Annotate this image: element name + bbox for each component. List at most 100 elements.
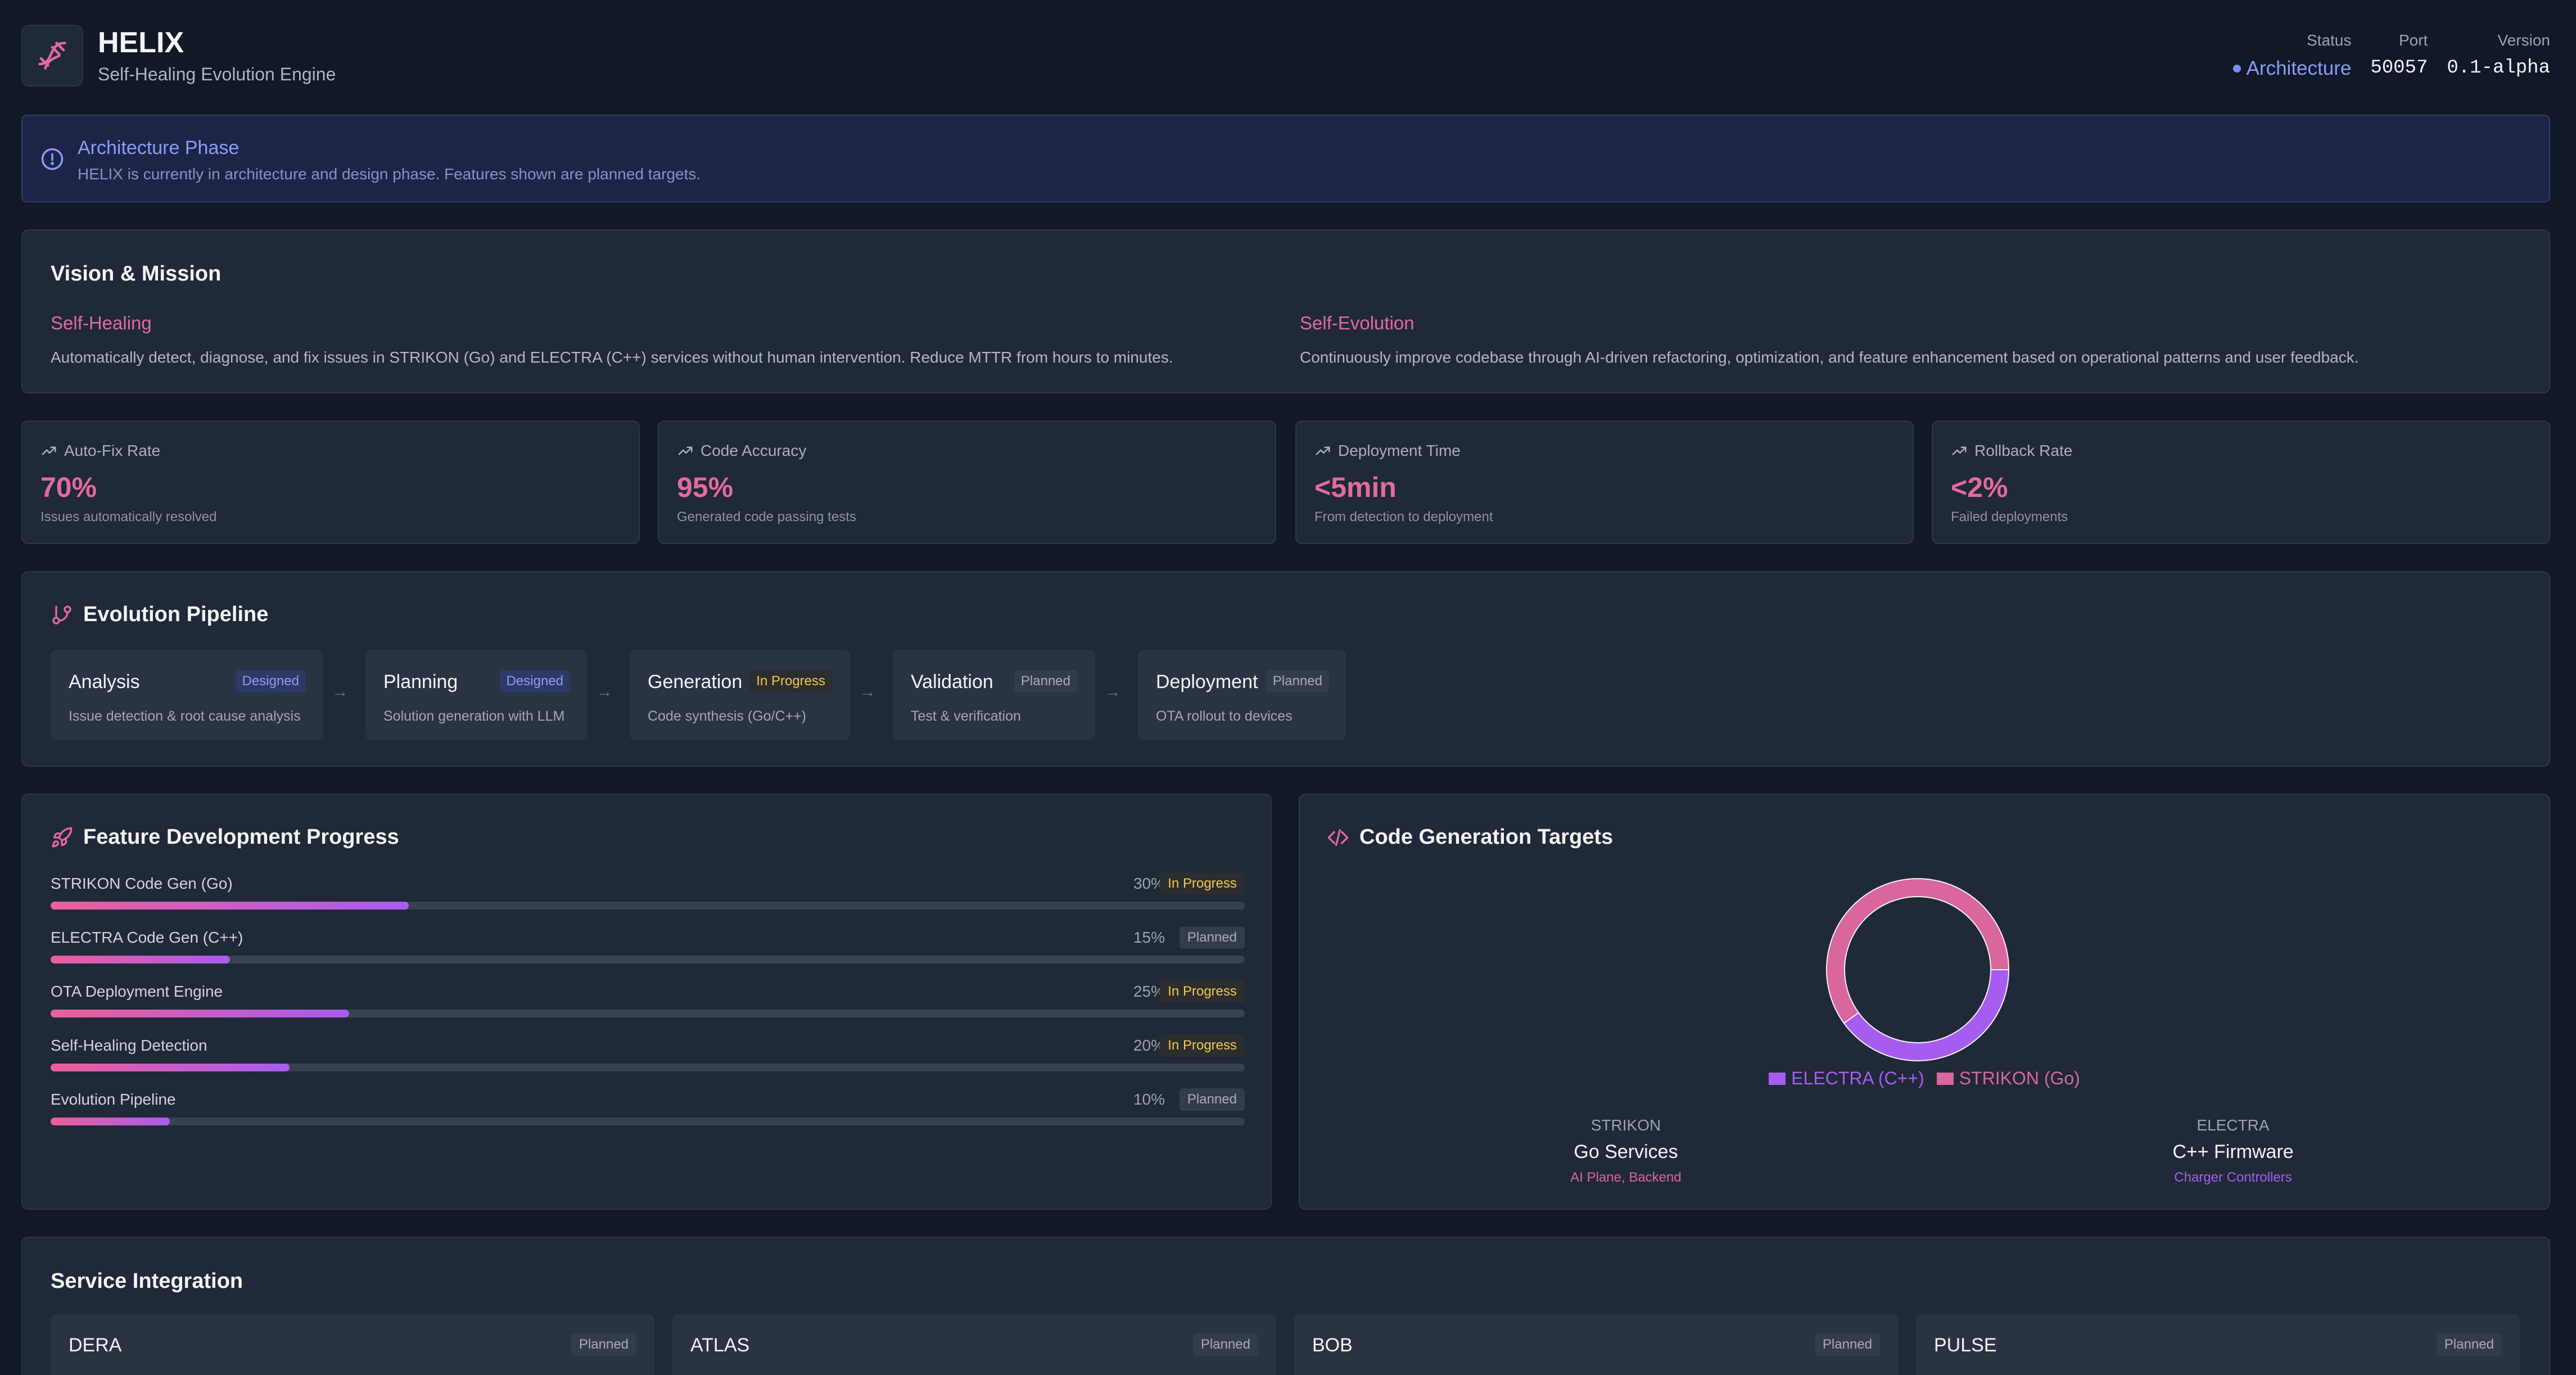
metric-label: Auto-Fix Rate [40, 442, 160, 460]
progress-percent: 25% [1133, 983, 1165, 1000]
metric-label-text: Auto-Fix Rate [64, 442, 161, 459]
pipeline-arrow-icon: → [332, 682, 349, 701]
pipeline-arrow-icon: → [1104, 682, 1121, 701]
progress-row: STRIKON Code Gen (Go) 30% In Progress [51, 872, 1245, 914]
targets-title: Code Generation Targets [1359, 825, 1614, 849]
progress-name: Evolution Pipeline [51, 1091, 176, 1108]
git-branch-icon [52, 605, 71, 625]
progress-row: Self-Healing Detection 20% In Progress [51, 1034, 1245, 1076]
donut-slice-electra[interactable] [1843, 969, 2010, 1061]
service-name: BOB [1312, 1335, 1353, 1356]
metric-label-text: Rollback Rate [1974, 442, 2073, 459]
targets-donut-chart [1826, 878, 2010, 1061]
stage-name: Validation [911, 671, 993, 693]
donut-slice-strikon[interactable] [1826, 878, 2010, 1024]
pipeline-arrow-icon: → [596, 682, 613, 701]
app-logo[interactable] [21, 25, 83, 87]
service-card-atlas[interactable]: ATLAS Planned [672, 1314, 1276, 1375]
metric-card-deployment-time: Deployment Time <5min From detection to … [1295, 420, 1914, 544]
stage-badge: Planned [1266, 670, 1329, 693]
self-healing-text: Automatically detect, diagnose, and fix … [51, 349, 1173, 366]
header: HELIX Self-Healing Evolution Engine Stat… [21, 0, 2550, 112]
service-card-pulse[interactable]: PULSE Planned [1916, 1314, 2520, 1375]
self-evolution-heading: Self-Evolution [1300, 313, 1414, 333]
legend-item-strikon[interactable]: STRIKON (Go) [1936, 1068, 2080, 1089]
metric-card-auto-fix: Auto-Fix Rate 70% Issues automatically r… [21, 420, 640, 544]
status-block: Status Architecture [2232, 31, 2351, 80]
legend-swatch [1769, 1072, 1786, 1085]
pipeline-stage-generation[interactable]: Generation In Progress Code synthesis (G… [630, 650, 850, 740]
metric-value: 95% [677, 472, 734, 503]
pipeline-arrow-icon: → [859, 682, 876, 701]
stage-badge: Designed [499, 670, 570, 693]
version-block: Version 0.1-alpha [2447, 31, 2550, 80]
metric-label: Rollback Rate [1951, 442, 2072, 460]
metric-value: <2% [1951, 472, 2008, 503]
version-label: Version [2497, 31, 2550, 49]
service-card-dera[interactable]: DERA Planned [51, 1314, 654, 1375]
stage-desc: Solution generation with LLM [383, 708, 565, 724]
app-subtitle: Self-Healing Evolution Engine [98, 64, 336, 84]
pipeline-stage-analysis[interactable]: Analysis Designed Issue detection & root… [51, 650, 323, 740]
banner-title: Architecture Phase [78, 137, 239, 159]
legend-swatch [1936, 1072, 1954, 1085]
progress-name: OTA Deployment Engine [51, 983, 223, 1000]
progress-title-row: Feature Development Progress [51, 825, 399, 849]
self-healing-heading: Self-Healing [51, 313, 152, 333]
target-label: STRIKON [1590, 1116, 1661, 1134]
metric-desc: Generated code passing tests [677, 509, 856, 524]
stage-desc: Code synthesis (Go/C++) [648, 708, 807, 724]
page: HELIX Self-Healing Evolution Engine Stat… [21, 0, 2550, 1375]
legend-label: STRIKON (Go) [1959, 1068, 2080, 1088]
rocket-icon [52, 827, 73, 847]
service-name: ATLAS [690, 1335, 750, 1356]
progress-fill [51, 1010, 349, 1017]
pipeline-stage-validation[interactable]: Validation Planned Test & verification [893, 650, 1095, 740]
service-badge: Planned [571, 1333, 636, 1356]
chart-legend: ELECTRA (C++) STRIKON (Go) [1300, 1068, 2549, 1089]
progress-fill [51, 1118, 170, 1125]
stage-badge: In Progress [749, 670, 832, 693]
pipeline-stage-deployment[interactable]: Deployment Planned OTA rollout to device… [1138, 650, 1346, 740]
progress-track [51, 1010, 1245, 1017]
metric-value: 70% [40, 472, 97, 503]
port-value: 50057 [2370, 57, 2428, 79]
service-card-bob[interactable]: BOB Planned [1294, 1314, 1898, 1375]
service-badge: Planned [2436, 1333, 2502, 1356]
progress-badge: In Progress [1160, 980, 1245, 1003]
progress-row: Evolution Pipeline 10% Planned [51, 1088, 1245, 1130]
progress-percent: 20% [1133, 1037, 1165, 1054]
status-value: Architecture [2232, 57, 2351, 80]
metric-label: Deployment Time [1314, 442, 1461, 460]
stage-name: Analysis [69, 671, 140, 693]
legend-item-electra[interactable]: ELECTRA (C++) [1769, 1068, 1924, 1089]
target-desc: AI Plane, Backend [1570, 1170, 1682, 1185]
banner-text: HELIX is currently in architecture and d… [78, 165, 701, 183]
target-name: C++ Firmware [2172, 1141, 2294, 1163]
stage-desc: OTA rollout to devices [1156, 708, 1292, 724]
stage-name: Generation [648, 671, 743, 693]
progress-row: OTA Deployment Engine 25% In Progress [51, 980, 1245, 1022]
progress-track [51, 902, 1245, 910]
progress-percent: 10% [1133, 1091, 1165, 1108]
target-label: ELECTRA [2197, 1116, 2270, 1134]
service-name: DERA [69, 1335, 122, 1356]
stage-desc: Issue detection & root cause analysis [69, 708, 301, 724]
progress-fill [51, 956, 230, 964]
code-icon [1327, 829, 1349, 846]
app-title: HELIX [98, 26, 184, 59]
progress-name: ELECTRA Code Gen (C++) [51, 929, 243, 946]
metric-desc: Failed deployments [1951, 509, 2068, 524]
progress-badge: Planned [1179, 1088, 1245, 1111]
dna-helix-icon [38, 42, 66, 70]
port-block: Port 50057 [2370, 31, 2428, 80]
vision-title: Vision & Mission [51, 262, 222, 286]
pipeline-stage-planning[interactable]: Planning Designed Solution generation wi… [365, 650, 587, 740]
vision-card: Vision & Mission Self-Healing Automatica… [21, 229, 2550, 393]
service-badge: Planned [1192, 1333, 1258, 1356]
metric-desc: Issues automatically resolved [40, 509, 217, 524]
services-title: Service Integration [51, 1269, 243, 1293]
feature-progress-card: Feature Development Progress STRIKON Cod… [21, 794, 1272, 1210]
service-name: PULSE [1934, 1335, 1997, 1356]
progress-badge: Planned [1179, 926, 1245, 949]
